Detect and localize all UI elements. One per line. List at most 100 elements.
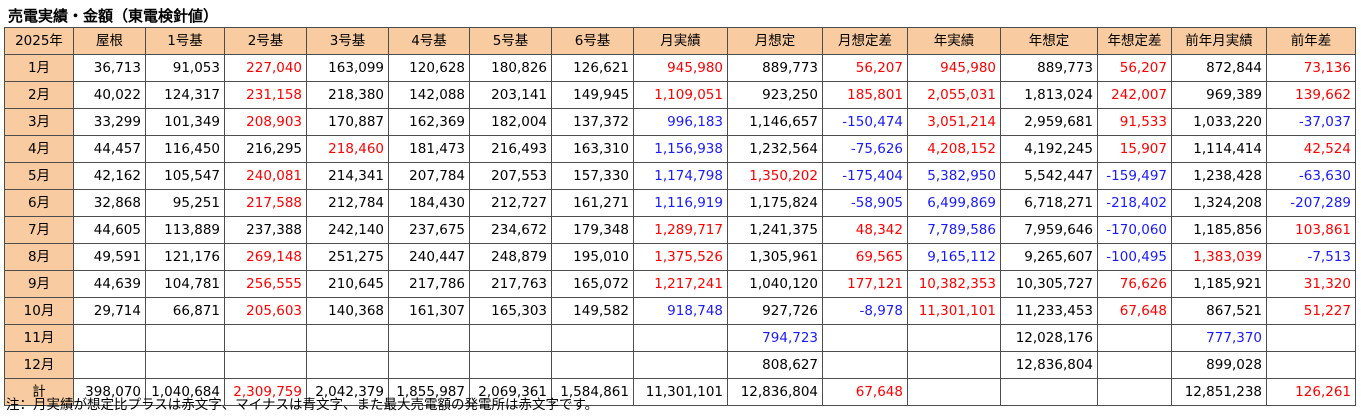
column-header: 1号基 <box>145 27 225 55</box>
table-cell: 231,158 <box>224 81 307 109</box>
table-cell: 42,524 <box>1266 135 1356 163</box>
table-cell: 180,826 <box>469 54 552 82</box>
table-cell: 179,348 <box>551 216 634 244</box>
table-cell: 1,241,375 <box>727 216 823 244</box>
row-label: 5月 <box>4 162 74 190</box>
row-label: 3月 <box>4 108 74 136</box>
table-cell: 36,713 <box>73 54 146 82</box>
row-label: 7月 <box>4 216 74 244</box>
table-cell: 165,303 <box>469 297 552 325</box>
table-cell: -218,402 <box>1097 189 1172 217</box>
table-cell: 12,028,176 <box>1000 324 1098 352</box>
table-cell: 4,208,152 <box>907 135 1001 163</box>
column-header: 年想定差 <box>1097 27 1172 55</box>
column-header: 年想定 <box>1000 27 1098 55</box>
table-cell: 161,307 <box>388 297 470 325</box>
table-cell: 398,070 <box>73 378 146 406</box>
table-cell: 101,349 <box>145 108 225 136</box>
table-cell: -8,978 <box>822 297 908 325</box>
table-row: 5月 42,162 105,547 240,081 214,341 207,784 207,… <box>4 162 1356 190</box>
table-cell <box>1266 324 1356 352</box>
header-row: 2025年 屋根 1号基 2号基 3号基 4号基 5号基 6号基 月実績 月想定 月想定差 年実績 年想… <box>4 27 1356 55</box>
table-cell: 139,662 <box>1266 81 1356 109</box>
table-cell: 210,645 <box>306 270 389 298</box>
table-cell: 205,603 <box>224 297 307 325</box>
table-cell: 42,162 <box>73 162 146 190</box>
column-header: 前年月実績 <box>1171 27 1267 55</box>
table-cell: 140,368 <box>306 297 389 325</box>
table-cell: 91,533 <box>1097 108 1172 136</box>
table-cell: 51,227 <box>1266 297 1356 325</box>
table-cell: 56,207 <box>1097 54 1172 82</box>
table-cell: 126,621 <box>551 54 634 82</box>
table-cell: 1,109,051 <box>633 81 728 109</box>
table-cell: 1,175,824 <box>727 189 823 217</box>
table-cell: 49,591 <box>73 243 146 271</box>
table-cell: 237,388 <box>224 216 307 244</box>
table-cell <box>907 378 1001 406</box>
table-cell: 137,372 <box>551 108 634 136</box>
table-cell: 113,889 <box>145 216 225 244</box>
column-header: 2025年 <box>4 27 74 55</box>
table-row: 8月 49,591 121,176 269,148 251,275 240,447 248,… <box>4 243 1356 271</box>
table-cell: 242,140 <box>306 216 389 244</box>
table-cell <box>1097 378 1172 406</box>
table-cell: 149,945 <box>551 81 634 109</box>
row-label: 6月 <box>4 189 74 217</box>
row-label: 計 <box>4 378 74 406</box>
sales-table: 2025年 屋根 1号基 2号基 3号基 4号基 5号基 6号基 月実績 月想定 月想定差 年実績 年想… <box>4 27 1356 406</box>
table-cell <box>551 324 634 352</box>
table-cell: 216,295 <box>224 135 307 163</box>
table-cell: 149,582 <box>551 297 634 325</box>
table-cell: -150,474 <box>822 108 908 136</box>
table-cell: 969,389 <box>1171 81 1267 109</box>
table-row: 4月 44,457 116,450 216,295 218,460 181,473 216,… <box>4 135 1356 163</box>
column-header: 4号基 <box>388 27 470 55</box>
table-cell: 11,301,101 <box>907 297 1001 325</box>
table-cell: 203,141 <box>469 81 552 109</box>
table-cell: 195,010 <box>551 243 634 271</box>
row-label: 8月 <box>4 243 74 271</box>
table-cell: 67,648 <box>1097 297 1172 325</box>
table-cell: 242,007 <box>1097 81 1172 109</box>
table-row: 12月 808,627 12,836,804 899,028 <box>4 351 1356 379</box>
table-cell: 120,628 <box>388 54 470 82</box>
table-cell: -159,497 <box>1097 162 1172 190</box>
footnote: 注：月実績が想定比プラスは赤文字、マイナスは青文字、また最大売電額の発電所は赤文… <box>6 397 599 413</box>
table-cell: 794,723 <box>727 324 823 352</box>
table-row: 9月 44,639 104,781 256,555 210,645 217,786 217,… <box>4 270 1356 298</box>
row-label: 2月 <box>4 81 74 109</box>
table-cell: 5,382,950 <box>907 162 1001 190</box>
table-cell <box>306 324 389 352</box>
table-cell: 996,183 <box>633 108 728 136</box>
column-header: 3号基 <box>306 27 389 55</box>
table-cell <box>145 351 225 379</box>
table-row: 3月 33,299 101,349 208,903 170,887 162,369 182,… <box>4 108 1356 136</box>
table-cell: 777,370 <box>1171 324 1267 352</box>
column-header: 月想定差 <box>822 27 908 55</box>
row-label: 4月 <box>4 135 74 163</box>
sheet-title: 売電実績・金額（東電検針値） <box>8 7 219 25</box>
table-cell: 177,121 <box>822 270 908 298</box>
table-row: 11月 794,723 12,028,176 777,370 <box>4 324 1356 352</box>
table-cell: 181,473 <box>388 135 470 163</box>
table-cell: 104,781 <box>145 270 225 298</box>
table-cell: 44,457 <box>73 135 146 163</box>
table-cell: 227,040 <box>224 54 307 82</box>
table-cell: 2,055,031 <box>907 81 1001 109</box>
row-label: 10月 <box>4 297 74 325</box>
table-cell: 161,271 <box>551 189 634 217</box>
table-cell: 889,773 <box>1000 54 1098 82</box>
table-cell: 889,773 <box>727 54 823 82</box>
table-cell: 44,605 <box>73 216 146 244</box>
table-cell <box>73 351 146 379</box>
table-cell: 1,232,564 <box>727 135 823 163</box>
table-cell: 256,555 <box>224 270 307 298</box>
table-row: 10月 29,714 66,871 205,603 140,368 161,307 165,… <box>4 297 1356 325</box>
table-cell <box>551 351 634 379</box>
table-cell <box>1266 351 1356 379</box>
table-cell: -75,626 <box>822 135 908 163</box>
table-cell: 872,844 <box>1171 54 1267 82</box>
table-cell: 212,727 <box>469 189 552 217</box>
table-cell: 31,320 <box>1266 270 1356 298</box>
